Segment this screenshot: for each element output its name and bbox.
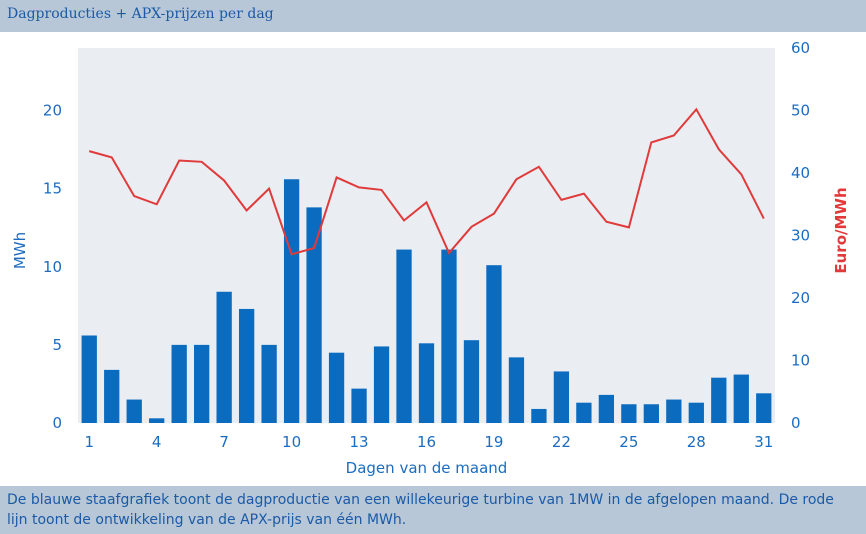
- x-axis-label: Dagen van de maand: [346, 459, 508, 477]
- x-tick-label: 19: [484, 433, 503, 451]
- right-tick-label: 50: [791, 102, 810, 120]
- x-tick-label: 1: [84, 433, 94, 451]
- production-bar: [508, 357, 525, 423]
- production-bar: [688, 402, 704, 423]
- x-tick-label: 4: [152, 433, 162, 451]
- production-bar: [373, 346, 390, 423]
- production-bar: [306, 207, 322, 423]
- right-tick-label: 0: [791, 414, 801, 432]
- x-tick-label: 13: [350, 433, 369, 451]
- production-bar: [463, 340, 480, 423]
- production-bar: [531, 408, 547, 423]
- left-tick-label: 20: [43, 102, 62, 120]
- chart-area: 0 5 10 15 20 0 10 20 30 40 50 60 1 4 7 10 13 16 19 22 25 28…: [0, 32, 866, 486]
- production-bar: [216, 291, 232, 423]
- left-axis-label: MWh: [11, 232, 29, 269]
- production-bar: [733, 374, 749, 423]
- production-bar: [553, 371, 570, 423]
- right-tick-label: 40: [791, 164, 810, 182]
- production-bar: [328, 352, 345, 423]
- bar-series: [81, 179, 772, 423]
- production-bar: [486, 265, 502, 423]
- combo-chart: 0 5 10 15 20 0 10 20 30 40 50 60 1 4 7 10 13 16 19 22 25 28…: [11, 39, 850, 477]
- x-tick-label: 22: [552, 433, 571, 451]
- right-tick-label: 10: [791, 352, 810, 370]
- chart-caption: De blauwe staafgrafiek toont de dagprodu…: [7, 492, 834, 528]
- x-tick-label: 10: [282, 433, 301, 451]
- production-bar: [621, 404, 637, 423]
- production-bar: [418, 343, 435, 423]
- right-axis-label: Euro/MWh: [832, 187, 850, 273]
- production-bar: [104, 369, 120, 423]
- production-bar: [598, 394, 615, 423]
- right-tick-label: 60: [791, 39, 810, 57]
- production-bar: [643, 404, 659, 423]
- x-tick-label: 28: [687, 433, 706, 451]
- x-tick-label: 31: [754, 433, 773, 451]
- left-tick-label: 10: [43, 258, 62, 276]
- production-bar: [283, 179, 300, 423]
- left-tick-label: 5: [52, 336, 62, 354]
- x-tick-label: 25: [619, 433, 638, 451]
- left-tick-label: 0: [52, 414, 62, 432]
- production-bar: [396, 249, 412, 423]
- left-axis-ticks: 0 5 10 15 20: [43, 102, 62, 433]
- price-line-series: [88, 107, 765, 256]
- title-bar: Dagproducties + APX-prijzen per dag: [0, 0, 866, 32]
- right-tick-label: 30: [791, 227, 810, 245]
- production-bar: [711, 377, 727, 423]
- production-bar: [261, 344, 277, 423]
- production-bar: [126, 399, 142, 423]
- production-bar: [238, 308, 255, 423]
- chart-title: Dagproducties + APX-prijzen per dag: [7, 6, 274, 22]
- production-bar: [666, 399, 682, 423]
- caption-bar: De blauwe staafgrafiek toont de dagprodu…: [0, 486, 866, 534]
- production-bar: [149, 418, 165, 423]
- production-bar: [194, 344, 210, 423]
- production-bar: [441, 249, 457, 423]
- production-bar: [756, 393, 772, 423]
- x-tick-label: 7: [219, 433, 229, 451]
- x-tick-label: 16: [417, 433, 436, 451]
- production-bar: [81, 335, 97, 423]
- right-tick-label: 20: [791, 289, 810, 307]
- left-tick-label: 15: [43, 180, 62, 198]
- x-axis-ticks: 1 4 7 10 13 16 19 22 25 28 31: [84, 433, 773, 451]
- production-bar: [171, 344, 187, 423]
- production-bar: [351, 388, 367, 423]
- right-axis-ticks: 0 10 20 30 40 50 60: [791, 39, 810, 432]
- production-bar: [576, 402, 592, 423]
